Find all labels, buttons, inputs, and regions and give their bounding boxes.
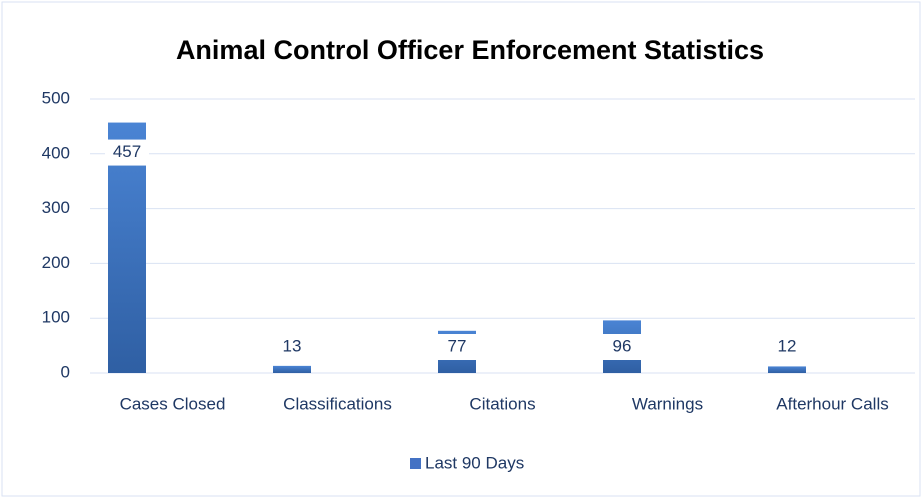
- bar: [273, 365, 311, 373]
- data-label-box: [600, 334, 644, 360]
- x-tick-label: Classifications: [283, 394, 392, 413]
- data-label: 457: [113, 142, 141, 161]
- y-tick-label: 0: [61, 362, 70, 381]
- chart-title: Animal Control Officer Enforcement Stati…: [176, 35, 764, 65]
- y-tick-label: 400: [42, 143, 70, 162]
- x-tick-label: Afterhour Calls: [776, 394, 888, 413]
- legend-swatch: [410, 458, 421, 469]
- x-tick-label: Citations: [469, 394, 535, 413]
- y-tick-label: 100: [42, 308, 70, 327]
- data-label-box: [435, 334, 479, 360]
- data-label-box: [270, 334, 314, 360]
- y-tick-label: 500: [42, 88, 70, 107]
- data-label: 77: [448, 336, 467, 355]
- bar: [768, 366, 806, 373]
- data-label-box: [105, 139, 149, 166]
- data-label: 96: [613, 336, 632, 355]
- y-tick-label: 200: [42, 253, 70, 272]
- x-tick-label: Warnings: [632, 394, 703, 413]
- data-label-box: [765, 334, 809, 360]
- legend-label: Last 90 Days: [425, 453, 524, 472]
- data-label: 13: [283, 336, 302, 355]
- x-tick-label: Cases Closed: [120, 394, 226, 413]
- data-label: 12: [778, 336, 797, 355]
- y-tick-label: 300: [42, 198, 70, 217]
